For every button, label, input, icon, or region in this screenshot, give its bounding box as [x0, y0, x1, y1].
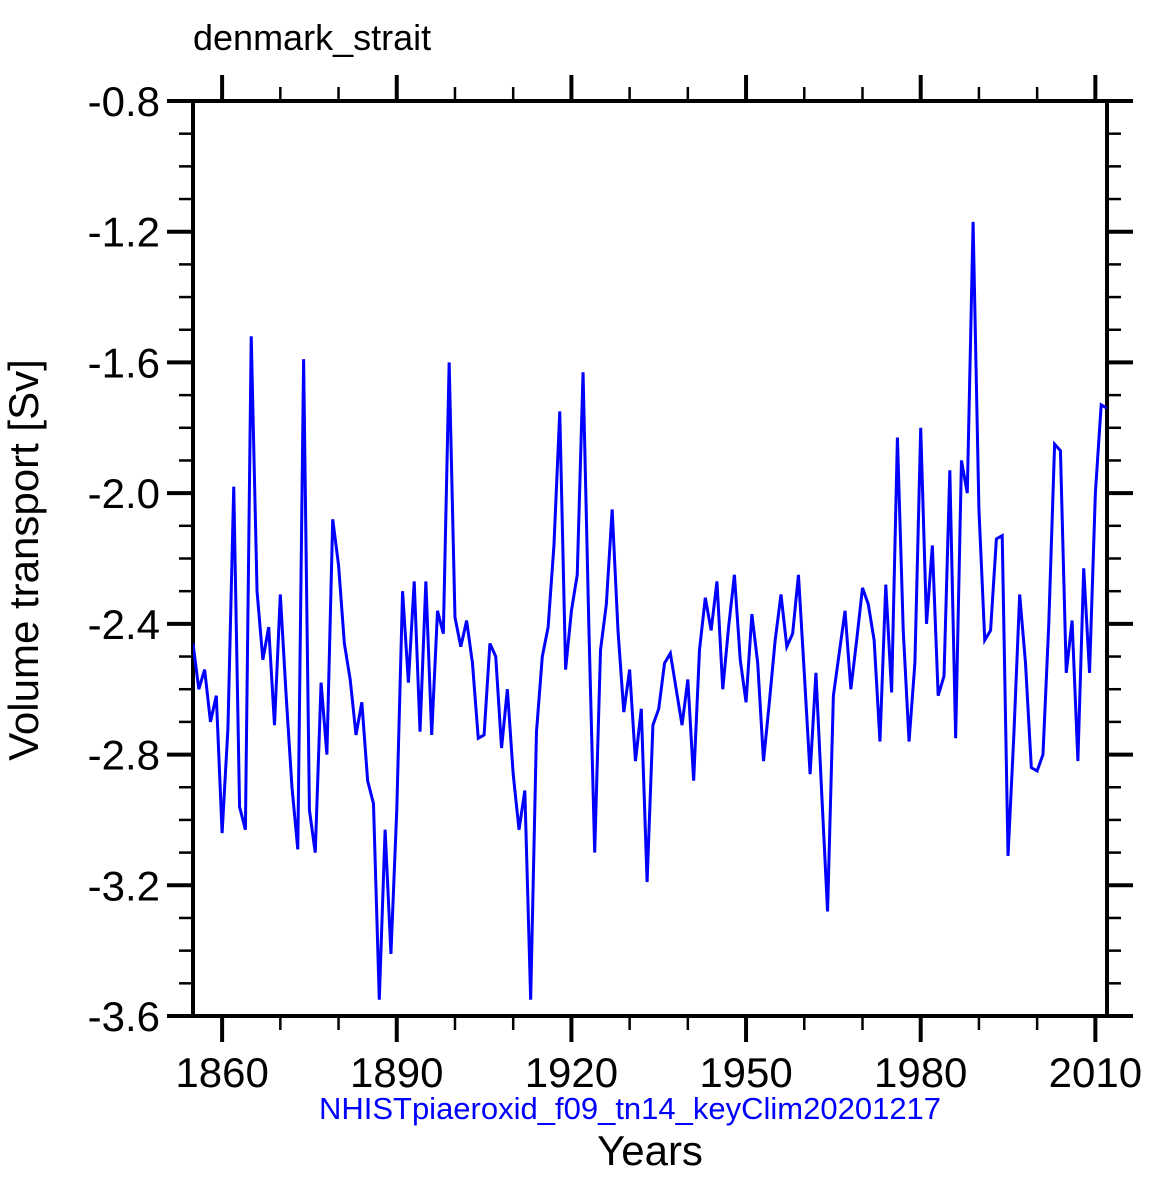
x-tick-label: 1890 [350, 1049, 443, 1096]
x-tick-label: 2010 [1049, 1049, 1142, 1096]
x-tick-labels: 1860 1890 1920 1950 1980 2010 [175, 1049, 1142, 1096]
y-tick-label: -0.8 [88, 78, 160, 125]
y-tick-label: -2.4 [88, 601, 160, 648]
chart-title: denmark_strait [193, 17, 431, 58]
x-tick-label: 1920 [525, 1049, 618, 1096]
x-tick-label: 1980 [874, 1049, 967, 1096]
x-axis-label: Years [597, 1127, 703, 1174]
y-tick-label: -1.6 [88, 339, 160, 386]
y-tick-label: -2.0 [88, 470, 160, 517]
axis-ticks [167, 75, 1133, 1042]
y-tick-label: -3.2 [88, 862, 160, 909]
plot-frame [191, 99, 1109, 1018]
y-tick-label: -2.8 [88, 732, 160, 779]
x-tick-label: 1860 [175, 1049, 268, 1096]
data-series-line [193, 221, 1107, 1000]
legend-label: NHISTpiaeroxid_f09_tn14_keyClim20201217 [319, 1091, 941, 1126]
y-tick-labels: -0.8 -1.2 -1.6 -2.0 -2.4 -2.8 -3.2 -3.6 [88, 78, 160, 1040]
x-tick-label: 1950 [699, 1049, 792, 1096]
y-axis-label: Volume transport [Sv] [0, 359, 47, 761]
y-tick-label: -1.2 [88, 209, 160, 256]
y-tick-label: -3.6 [88, 993, 160, 1040]
